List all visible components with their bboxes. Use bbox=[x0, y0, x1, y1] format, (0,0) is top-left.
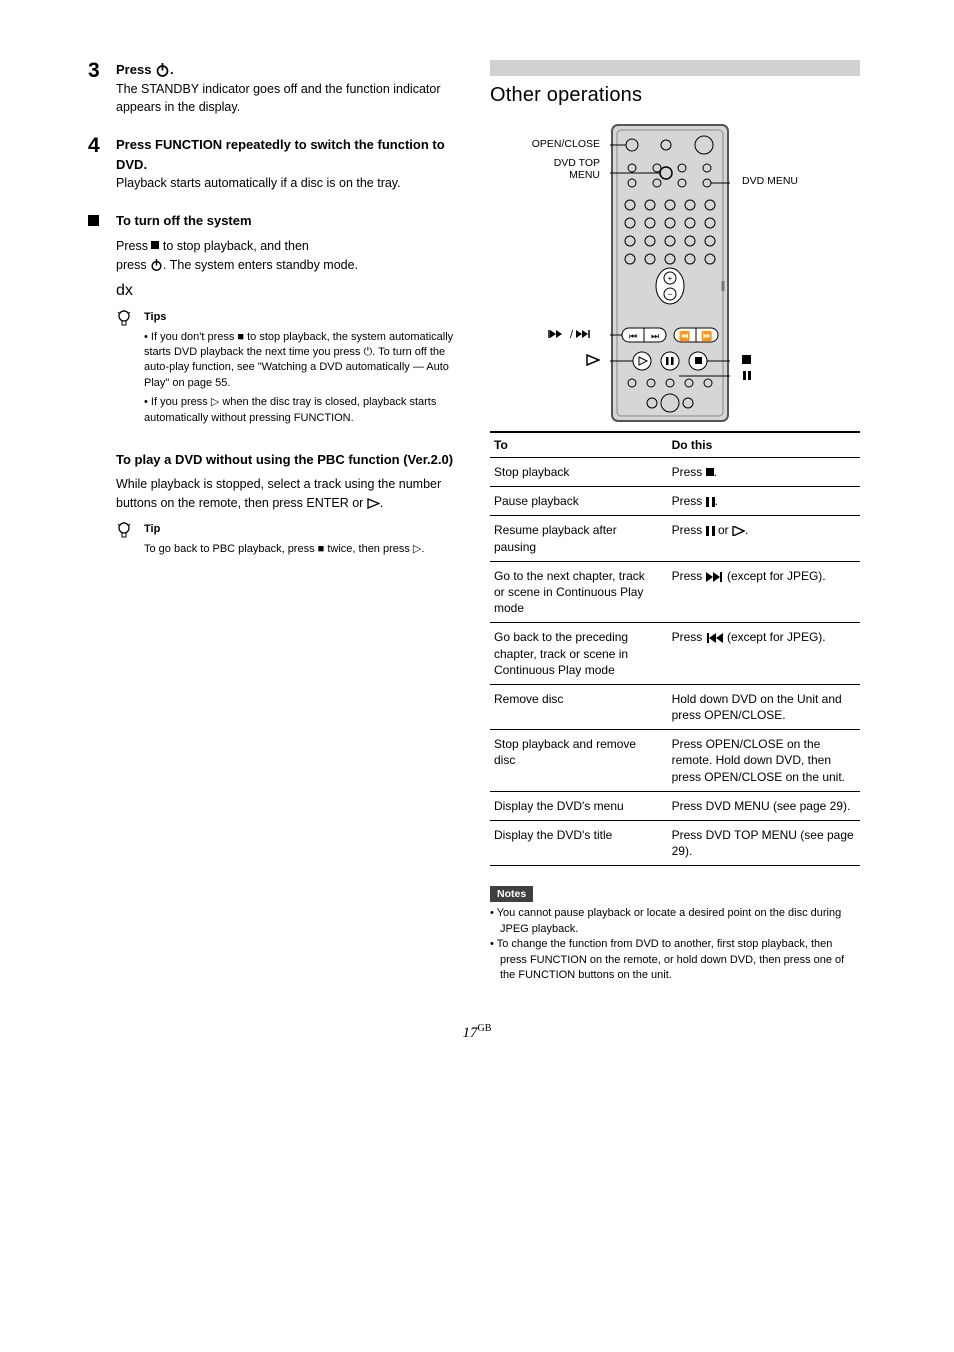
table-row: Display the DVD's title Press DVD TOP ME… bbox=[490, 821, 860, 866]
callout-dvd-menu: DVD MENU bbox=[742, 175, 798, 187]
remote-diagram: + − ⏮ ⏭ ⏪ ⏩ bbox=[490, 123, 860, 423]
table-row: Pause playback Press . bbox=[490, 487, 860, 516]
svg-text:+: + bbox=[668, 274, 673, 283]
svg-text:⏭: ⏭ bbox=[651, 331, 659, 341]
tip-text: • If you don't press ■ to stop playback,… bbox=[144, 330, 458, 392]
notes-box: Notes You cannot pause playback or locat… bbox=[490, 886, 860, 983]
table-head-left: To bbox=[490, 432, 668, 458]
note-item: To change the function from DVD to anoth… bbox=[490, 937, 860, 983]
tip-icon bbox=[116, 522, 132, 540]
play-no-menu-heading: To play a DVD without using the PBC func… bbox=[116, 452, 453, 469]
svg-text:⏩: ⏩ bbox=[701, 330, 712, 341]
tip-text: To go back to PBC playback, press ■ twic… bbox=[144, 542, 424, 557]
tip-text: • If you press ▷ when the disc tray is c… bbox=[144, 395, 458, 426]
play-no-menu-body: While playback is stopped, select a trac… bbox=[116, 475, 458, 513]
step3-body: The STANDBY indicator goes off and the f… bbox=[116, 82, 441, 115]
step-number: 3 bbox=[88, 60, 116, 82]
table-row: Go to the next chapter, track or scene i… bbox=[490, 561, 860, 623]
table-row: Display the DVD's menu Press DVD MENU (s… bbox=[490, 791, 860, 820]
callout-stop bbox=[742, 354, 751, 366]
callout-open-close: OPEN/CLOSE bbox=[480, 138, 600, 150]
table-row: Stop playback and remove disc Press OPEN… bbox=[490, 730, 860, 792]
stop-icon bbox=[88, 215, 99, 226]
stop-icon bbox=[151, 241, 159, 249]
step4-bold: Press FUNCTION repeatedly to switch the … bbox=[116, 135, 458, 174]
table-row: Resume playback after pausing Press or . bbox=[490, 516, 860, 561]
turn-off-heading: To turn off the system bbox=[116, 213, 252, 230]
tip-icon bbox=[116, 310, 132, 328]
turn-off-body: Press to stop playback, and then press .… bbox=[116, 237, 458, 275]
step4-body: Playback starts automatically if a disc … bbox=[116, 176, 401, 190]
notes-label: Notes bbox=[490, 886, 533, 902]
section-bar bbox=[490, 60, 860, 76]
table-row: Remove disc Hold down DVD on the Unit an… bbox=[490, 684, 860, 729]
callout-play bbox=[570, 354, 600, 369]
callout-dvd-top-menu: DVD TOPMENU bbox=[480, 158, 600, 181]
table-row: Go back to the preceding chapter, track … bbox=[490, 623, 860, 685]
note-item: You cannot pause playback or locate a de… bbox=[490, 906, 860, 937]
right-heading: Other operations bbox=[490, 84, 866, 107]
step3-bold: Press . bbox=[116, 60, 458, 80]
svg-text:⏪: ⏪ bbox=[679, 330, 690, 341]
operations-table: To Do this Stop playback Press . Pause p… bbox=[490, 431, 860, 866]
callout-pause bbox=[742, 370, 752, 384]
svg-text:⏮: ⏮ bbox=[629, 331, 637, 341]
table-head-right: Do this bbox=[668, 432, 860, 458]
table-row: Stop playback Press . bbox=[490, 458, 860, 487]
svg-text:/: / bbox=[570, 329, 574, 340]
play-icon bbox=[367, 498, 380, 509]
power-icon bbox=[150, 259, 163, 272]
callout-prev-next: / bbox=[530, 328, 600, 343]
page-number: 17GB bbox=[88, 1023, 866, 1042]
step-number: 4 bbox=[88, 135, 116, 157]
power-icon bbox=[155, 63, 170, 78]
svg-text:−: − bbox=[668, 290, 673, 299]
